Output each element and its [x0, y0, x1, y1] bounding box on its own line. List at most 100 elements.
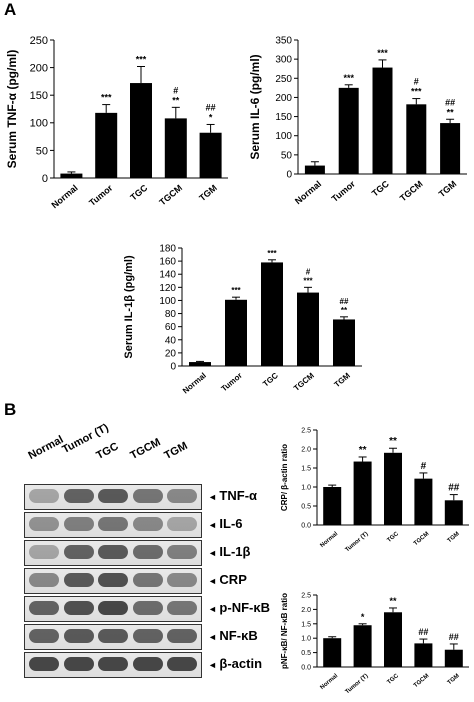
blot-band — [132, 573, 163, 587]
y-tick-label: 20 — [165, 348, 177, 359]
category-label: Normal — [319, 531, 339, 549]
y-tick-label: 80 — [165, 309, 177, 320]
blot-band — [132, 657, 163, 671]
category-label: TGCM — [292, 371, 316, 393]
category-label: TGCM — [413, 531, 430, 547]
category-label: Tumor — [219, 371, 243, 394]
significance-label: * — [361, 612, 365, 622]
blot-row-label-text: CRP — [219, 572, 247, 587]
y-tick-label: 1.5 — [301, 465, 311, 472]
category-label: TGM — [437, 179, 459, 200]
blot-strip — [24, 484, 202, 510]
category-label: TGC — [386, 673, 400, 686]
blot-band — [98, 517, 128, 531]
blot-strip — [24, 568, 202, 594]
blot-row-label: ◄ IL-1β — [208, 544, 250, 559]
category-label: Tumor (T) — [345, 531, 370, 553]
y-tick-label: 200 — [30, 62, 48, 74]
blot-band — [132, 601, 163, 615]
blot-lane-label: TGM — [162, 439, 190, 462]
panel-label-b: B — [4, 400, 17, 419]
bar-tgm — [333, 319, 355, 366]
y-tick-label: 0 — [286, 170, 292, 181]
y-tick-label: 2.0 — [301, 446, 311, 453]
blot-row-label-text: TNF-α — [219, 488, 258, 503]
category-label: TGC — [370, 178, 391, 198]
arrow-left-icon: ◄ — [208, 632, 220, 642]
bar-tgc — [384, 452, 402, 525]
blot-row-label-text: IL-1β — [219, 544, 251, 559]
crp-ratio-chart: 0.0 0.5 1.0 1.5 2.0 2.5 CRP/ β-actin ratio Norm… — [280, 427, 469, 553]
pnfkb-ratio-chart: 0.0 0.5 1.0 1.5 2.0 2.5 pNF-κB/ NF-κB ratio Nor… — [280, 592, 469, 695]
blot-band — [63, 629, 94, 643]
arrow-left-icon: ◄ — [208, 576, 220, 586]
y-tick-label: 40 — [165, 335, 177, 346]
significance-label: ## — [340, 297, 349, 306]
significance-label: *** — [303, 276, 313, 285]
y-tick-label: 1.0 — [301, 636, 311, 643]
blot-strip — [24, 596, 202, 622]
blot-band — [132, 545, 163, 559]
category-label: Tumor — [330, 178, 358, 204]
bar-tgc — [130, 83, 152, 178]
y-tick-label: 300 — [275, 55, 292, 66]
blot-band — [63, 545, 94, 559]
y-tick-label: 1.5 — [301, 621, 311, 628]
y-tick-label: 0 — [42, 173, 48, 185]
category-label: TGCM — [413, 673, 430, 689]
bar-tgc — [384, 612, 402, 667]
y-tick-label: 1.0 — [301, 484, 311, 491]
significance-label: ## — [448, 483, 460, 494]
blot-band — [98, 573, 128, 587]
bar-normal — [323, 638, 342, 667]
blot-band — [167, 657, 197, 671]
bar-tumor — [95, 112, 118, 178]
blot-band — [98, 489, 128, 503]
y-tick-label: 2.5 — [301, 592, 311, 599]
y-axis-label: Serum IL-1β (pg/ml) — [123, 255, 135, 359]
y-tick-label: 180 — [159, 244, 176, 255]
significance-label: ** — [359, 445, 367, 456]
significance-label: *** — [377, 48, 388, 58]
significance-label: ** — [389, 436, 397, 447]
blot-band — [63, 573, 94, 587]
blot-band — [63, 601, 94, 615]
significance-label: ## — [206, 102, 216, 112]
blot-strip — [24, 540, 202, 566]
significance-label: ## — [449, 632, 459, 642]
category-label: Normal — [181, 371, 208, 396]
category-label: TGCM — [157, 183, 184, 208]
category-label: Normal — [293, 179, 323, 207]
significance-label: *** — [267, 249, 277, 258]
y-tick-label: 200 — [275, 93, 292, 104]
blot-band — [29, 517, 59, 531]
blot-band — [132, 489, 163, 503]
significance-label: ## — [418, 627, 428, 637]
y-tick-label: 0.0 — [301, 522, 311, 529]
blot-row-label: ◄ TNF-α — [208, 488, 257, 503]
category-label: TGC — [386, 531, 400, 544]
blot-band — [167, 517, 197, 531]
blot-row-label-text: β-actin — [219, 656, 263, 671]
blot-lane-label: TGC — [94, 440, 121, 462]
significance-label: # — [421, 461, 427, 472]
blot-strip — [24, 652, 202, 678]
significance-label: *** — [411, 87, 422, 97]
blot-band — [98, 629, 128, 643]
y-tick-label: 100 — [30, 118, 48, 130]
blot-row-label: ◄ IL-6 — [208, 516, 243, 531]
bar-normal — [304, 165, 325, 174]
significance-label: # — [306, 267, 311, 276]
arrow-left-icon: ◄ — [208, 604, 220, 614]
y-axis-label: CRP/ β-actin ratio — [280, 444, 289, 511]
blot-band — [63, 517, 94, 531]
category-label: TGC — [261, 371, 280, 389]
blot-band — [132, 517, 163, 531]
category-label: TGM — [447, 531, 461, 544]
y-tick-label: 2.5 — [301, 427, 311, 434]
blot-band — [98, 601, 128, 615]
blot-row-label-text: NF-κB — [219, 628, 258, 643]
blot-band — [132, 629, 163, 643]
category-label: Tumor — [87, 182, 115, 208]
y-tick-label: 250 — [275, 74, 292, 85]
